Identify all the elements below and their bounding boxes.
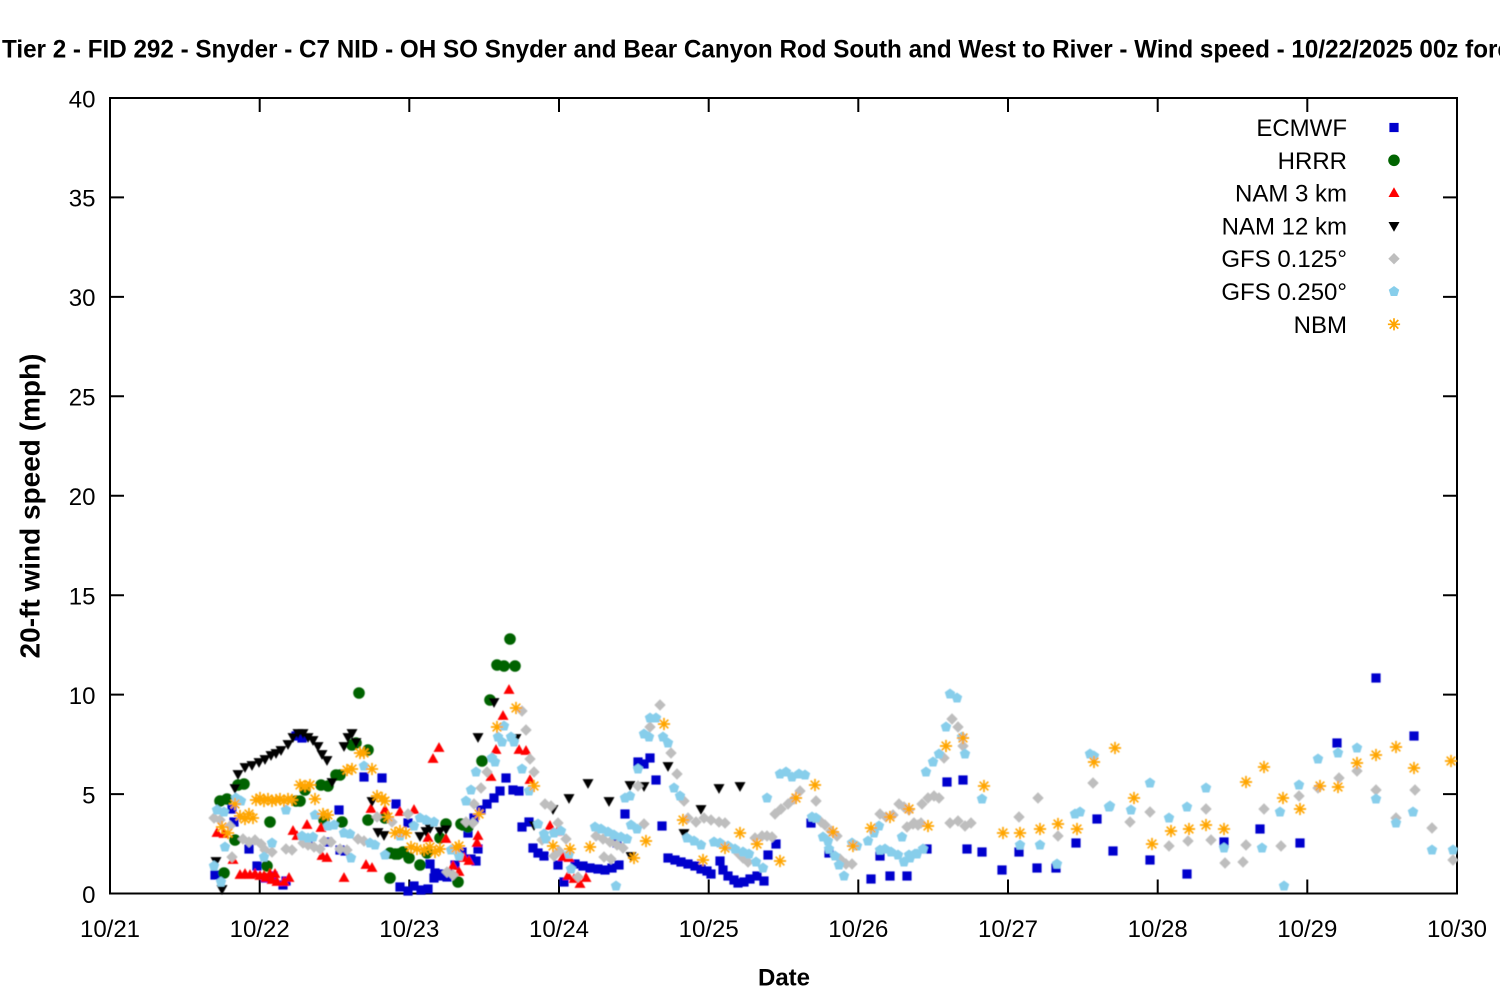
svg-text:GFS 0.125°: GFS 0.125°: [1221, 246, 1347, 273]
svg-text:30: 30: [69, 285, 96, 312]
svg-text:Tier 2 - FID 292 - Snyder - C7: Tier 2 - FID 292 - Snyder - C7 NID - OH …: [2, 36, 1500, 63]
svg-text:NBM: NBM: [1294, 312, 1347, 339]
svg-text:ECMWF: ECMWF: [1256, 115, 1347, 142]
svg-text:HRRR: HRRR: [1278, 148, 1347, 175]
svg-text:10/29: 10/29: [1277, 916, 1337, 943]
svg-text:35: 35: [69, 186, 96, 213]
svg-text:20-ft wind speed (mph): 20-ft wind speed (mph): [15, 354, 46, 659]
svg-text:NAM 3 km: NAM 3 km: [1235, 181, 1347, 208]
svg-text:10/22: 10/22: [230, 916, 290, 943]
svg-text:10: 10: [69, 683, 96, 710]
svg-text:10/26: 10/26: [828, 916, 888, 943]
svg-text:10/23: 10/23: [379, 916, 439, 943]
svg-text:15: 15: [69, 584, 96, 611]
svg-text:GFS 0.250°: GFS 0.250°: [1221, 279, 1347, 306]
svg-text:10/27: 10/27: [978, 916, 1038, 943]
svg-text:Date: Date: [758, 965, 810, 992]
svg-text:40: 40: [69, 86, 96, 113]
svg-text:NAM 12 km: NAM 12 km: [1222, 213, 1347, 240]
svg-text:10/25: 10/25: [679, 916, 739, 943]
svg-text:0: 0: [82, 882, 95, 909]
svg-text:10/28: 10/28: [1128, 916, 1188, 943]
svg-text:10/21: 10/21: [80, 916, 140, 943]
svg-text:10/24: 10/24: [529, 916, 589, 943]
svg-text:25: 25: [69, 385, 96, 412]
svg-text:10/30: 10/30: [1427, 916, 1487, 943]
svg-text:20: 20: [69, 484, 96, 511]
svg-text:5: 5: [82, 782, 95, 809]
